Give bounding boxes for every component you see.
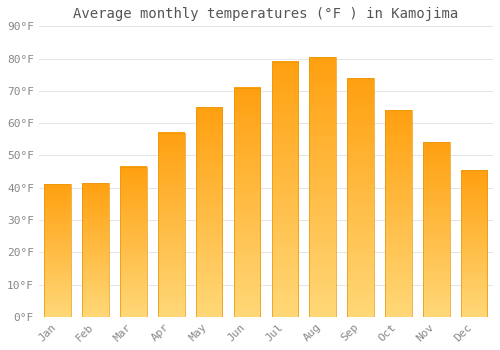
Bar [120,167,146,317]
Bar [158,133,184,317]
Title: Average monthly temperatures (°F ) in Kamojima: Average monthly temperatures (°F ) in Ka… [74,7,458,21]
Bar [423,142,450,317]
Bar [196,107,222,317]
Bar [234,88,260,317]
Bar [385,110,411,317]
Bar [82,183,109,317]
Bar [348,78,374,317]
Bar [461,170,487,317]
Bar [310,57,336,317]
Bar [272,62,298,317]
Bar [44,184,71,317]
